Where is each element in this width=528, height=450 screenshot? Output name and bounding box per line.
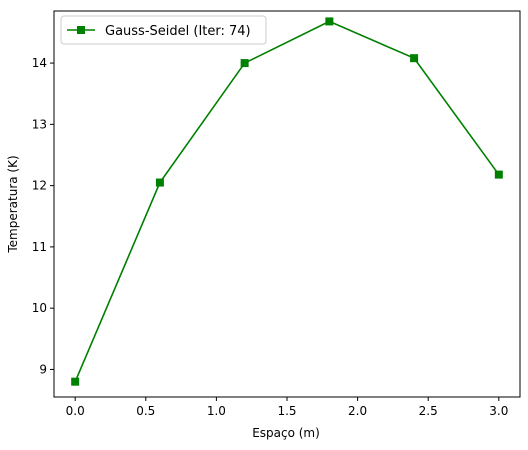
- y-axis-label: Temperatura (K): [6, 155, 20, 253]
- legend-frame: [60, 15, 267, 45]
- x-axis-label: Espaço (m): [252, 426, 320, 440]
- x-tick-label: 0.5: [136, 404, 155, 418]
- x-tick-label: 1.0: [207, 404, 226, 418]
- y-tick-label: 10: [32, 301, 47, 315]
- data-point-marker: [494, 170, 503, 179]
- data-point-marker: [240, 59, 249, 68]
- data-point-marker: [325, 17, 334, 26]
- plot-frame: [53, 10, 521, 398]
- data-point-marker: [410, 54, 419, 63]
- data-point-marker: [155, 178, 164, 187]
- y-axis: 9 10 11 12 13 14: [32, 56, 54, 376]
- y-tick-label: 11: [32, 240, 47, 254]
- plot-area: [53, 10, 521, 398]
- x-tick-label: 0.0: [66, 404, 85, 418]
- y-tick-label: 14: [32, 56, 47, 70]
- x-tick-label: 2.5: [419, 404, 438, 418]
- y-tick-label: 13: [32, 117, 47, 131]
- legend: Gauss-Seidel (Iter: 74): [60, 15, 267, 45]
- legend-marker-square: [77, 26, 85, 34]
- x-tick-label: 2.0: [348, 404, 367, 418]
- x-tick-label: 3.0: [489, 404, 508, 418]
- series-line: [74, 20, 500, 382]
- series-layer: [71, 17, 503, 386]
- y-tick-label: 12: [32, 179, 47, 193]
- data-point-marker: [71, 377, 80, 386]
- x-axis: 0.0 0.5 1.0 1.5 2.0 2.5 3.0: [66, 397, 508, 418]
- x-tick-label: 1.5: [277, 404, 296, 418]
- y-tick-label: 9: [39, 362, 47, 376]
- legend-label: Gauss-Seidel (Iter: 74): [105, 24, 251, 39]
